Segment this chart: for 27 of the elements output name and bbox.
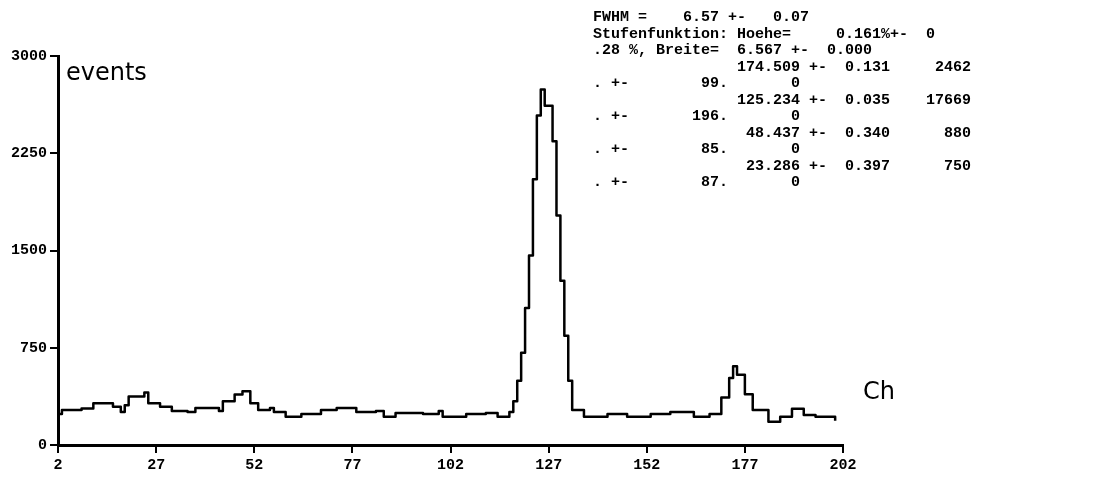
y-tick-label: 1500 — [10, 242, 48, 260]
annotation: 23.286 +- 0.397 750 — [593, 157, 972, 175]
text: Stufenfunktion: Hoehe= 0.161%+- 0 — [593, 25, 936, 43]
y-axis-title: events — [66, 58, 147, 87]
y-tick-label: 2250 — [10, 145, 48, 163]
annotation: .28 %, Breite= 6.567 +- 0.000 — [593, 42, 873, 60]
x-tick-label: 27 — [147, 456, 166, 474]
y-tick-label: 0 — [37, 436, 48, 454]
y-tick-label: 750 — [19, 339, 48, 357]
x-tick-label: 77 — [343, 456, 362, 474]
text: FWHM = 6.57 +- 0.07 — [593, 9, 810, 27]
x-tick-label: 2 — [53, 456, 63, 474]
annotation: 174.509 +- 0.131 2462 — [593, 58, 972, 76]
annotation: . +- 87. 0 — [593, 174, 801, 192]
annotation: 48.437 +- 0.340 880 — [593, 124, 972, 142]
annotation: 125.234 +- 0.035 17669 — [593, 91, 972, 109]
annotation: . +- 196. 0 — [593, 108, 801, 126]
x-tick-label: 52 — [245, 456, 264, 474]
x-tick-label: 202 — [829, 456, 857, 474]
x-tick-label: 102 — [437, 456, 465, 474]
annotation: . +- 85. 0 — [593, 141, 801, 159]
x-tick-label: 177 — [731, 456, 759, 474]
x-tick-label: 127 — [535, 456, 563, 474]
y-tick-label: 3000 — [10, 47, 48, 65]
annotation: . +- 99. 0 — [593, 75, 801, 93]
x-axis-title: Ch — [863, 377, 895, 406]
x-tick-label: 152 — [633, 456, 661, 474]
